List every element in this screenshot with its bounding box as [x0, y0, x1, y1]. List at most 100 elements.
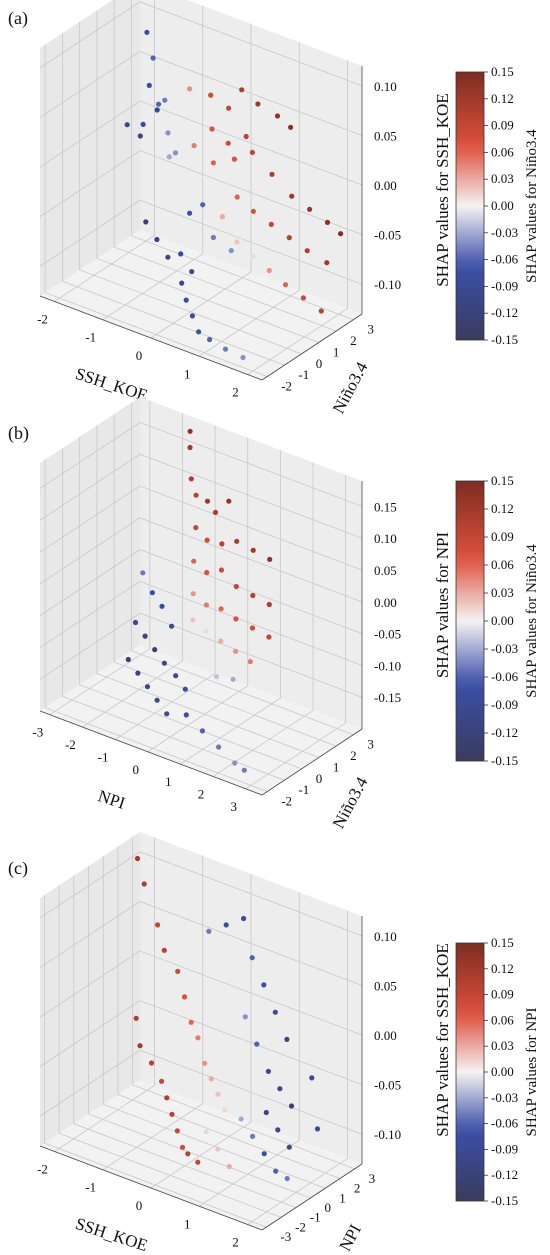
colorbar-label: SHAP values for Niño3.4 — [524, 129, 540, 283]
y-tick-label: -2 — [295, 1219, 306, 1234]
data-point — [282, 282, 289, 288]
data-point — [288, 124, 294, 130]
z-gridline — [39, 580, 363, 666]
z-tick-label: 0.00 — [374, 178, 397, 193]
z-gridline — [39, 453, 363, 539]
data-point — [143, 219, 149, 225]
colorbar-tick-label: 0.09 — [491, 987, 514, 1002]
z-tick-label: 0.15 — [374, 499, 397, 514]
y-gridline — [96, 10, 320, 343]
y-tick-label: 0 — [325, 1200, 332, 1215]
z-gridline — [39, 1000, 363, 1086]
left-pane — [40, 397, 140, 711]
data-point — [216, 744, 222, 750]
y-tick-label: 0 — [316, 771, 323, 786]
y-tick-label: 1 — [333, 344, 340, 359]
z-gridline — [39, 549, 363, 634]
x-gridline — [102, 855, 204, 1171]
y-tick-label: -2 — [281, 794, 292, 809]
data-point — [240, 354, 246, 361]
data-point — [208, 92, 214, 98]
colorbar-tick-label: 0.06 — [491, 557, 514, 572]
data-point — [247, 659, 253, 665]
data-point — [234, 194, 240, 200]
z-gridline — [39, 50, 363, 136]
colorbar-tick-label: 0.06 — [491, 1012, 514, 1027]
z-tick-label: -0.10 — [374, 1127, 401, 1142]
data-point — [183, 712, 189, 718]
data-point — [174, 1128, 180, 1134]
z-tick-label: 0.10 — [374, 531, 397, 546]
colorbar-tick-label: 0.09 — [491, 118, 514, 133]
colorbar-tick-label: -0.12 — [491, 1167, 518, 1182]
data-point — [154, 236, 160, 243]
data-point — [241, 915, 247, 922]
z-tick-label: 0.05 — [374, 563, 397, 578]
x-gridline — [54, 837, 155, 1152]
colorbar-tick-label: -0.15 — [491, 332, 518, 347]
data-point — [210, 234, 216, 241]
data-point — [225, 140, 231, 146]
x-axis-line — [39, 710, 263, 796]
data-point — [207, 336, 213, 343]
y-axis-label: Niño3.4 — [329, 358, 372, 416]
data-point — [188, 1019, 194, 1025]
data-point — [269, 171, 275, 177]
data-point — [195, 1035, 201, 1041]
data-point — [183, 297, 189, 303]
data-point — [203, 628, 209, 634]
data-point — [196, 329, 202, 335]
y-gridline — [44, 895, 267, 1228]
data-point — [191, 143, 197, 149]
x-tick-label: 2 — [232, 385, 239, 400]
data-point — [288, 1103, 295, 1109]
data-point — [161, 947, 167, 953]
y-gridline — [117, 846, 341, 1179]
colorbar-tick-label: -0.09 — [491, 1141, 518, 1156]
data-point — [144, 29, 150, 35]
data-point — [133, 1015, 139, 1021]
data-point — [182, 686, 188, 692]
data-point — [181, 994, 188, 1000]
colorbar-tick-label: 0.03 — [491, 585, 514, 600]
data-point — [266, 267, 272, 274]
data-point — [165, 254, 171, 260]
data-point — [214, 674, 220, 680]
colorbar — [455, 71, 485, 341]
z-axis-label: SHAP values for SSH_KOE — [433, 93, 452, 286]
colorbar-tick-label: 0.03 — [491, 171, 514, 186]
x-gridline — [102, 5, 204, 321]
y-tick-label: -3 — [280, 1229, 291, 1244]
z-tick-label: 0.05 — [374, 978, 397, 993]
data-point — [187, 444, 193, 451]
data-point — [159, 603, 165, 609]
colorbar-label: SHAP values for Niño3.4 — [524, 544, 540, 698]
data-point — [274, 113, 281, 119]
data-point — [164, 711, 170, 717]
data-point — [187, 210, 193, 216]
data-point — [309, 1075, 315, 1081]
data-point — [161, 660, 167, 666]
x-tick-label: -3 — [32, 725, 43, 740]
y-tick-label: 1 — [333, 759, 340, 774]
data-point — [241, 767, 247, 773]
data-point — [202, 1060, 208, 1066]
data-point — [140, 570, 146, 576]
y-gridline — [58, 885, 282, 1218]
colorbar — [455, 480, 485, 762]
data-point — [263, 1109, 269, 1116]
colorbar-tick-label: -0.15 — [491, 1193, 518, 1208]
z-tick-label: -0.05 — [374, 228, 401, 243]
z-gridline — [39, 199, 363, 285]
z-tick-label: 0.10 — [374, 79, 397, 94]
z-tick-label: 0.00 — [374, 1028, 397, 1043]
data-point — [219, 214, 225, 220]
data-point — [324, 260, 330, 266]
x-gridline — [199, 42, 300, 357]
data-point — [154, 697, 160, 703]
data-point — [266, 601, 272, 608]
data-point — [250, 547, 256, 553]
data-point — [218, 638, 224, 644]
y-gridline — [73, 875, 296, 1209]
